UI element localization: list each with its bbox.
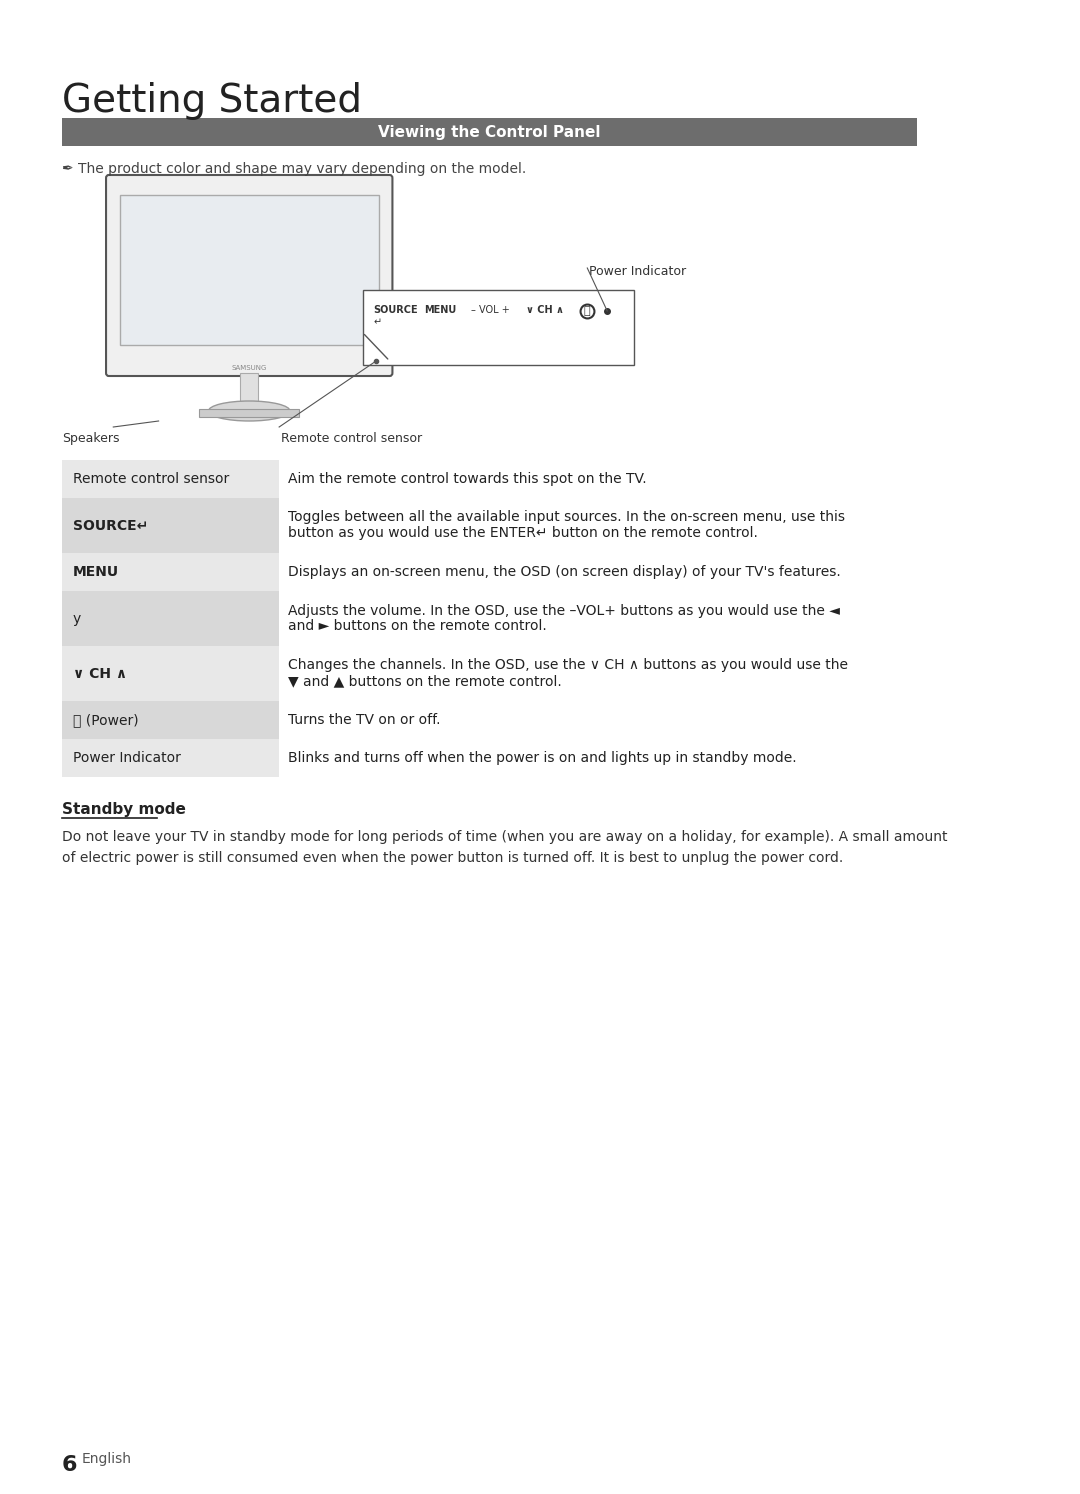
Text: ▼ and ▲ buttons on the remote control.: ▼ and ▲ buttons on the remote control.	[288, 674, 562, 689]
Text: Power Indicator: Power Indicator	[589, 264, 686, 278]
Text: – VOL +: – VOL +	[471, 305, 510, 315]
Text: Viewing the Control Panel: Viewing the Control Panel	[378, 124, 600, 139]
Text: and ► buttons on the remote control.: and ► buttons on the remote control.	[288, 620, 546, 633]
Text: English: English	[82, 1452, 132, 1466]
Text: Adjusts the volume. In the OSD, use the –VOL+ buttons as you would use the ◄: Adjusts the volume. In the OSD, use the …	[288, 604, 840, 617]
Text: Speakers: Speakers	[62, 432, 119, 445]
FancyBboxPatch shape	[106, 175, 392, 376]
Text: ⏻ (Power): ⏻ (Power)	[72, 713, 138, 728]
Text: ↵: ↵	[374, 317, 381, 327]
Bar	[120, 196, 379, 345]
Text: ✒ The product color and shape may vary depending on the model.: ✒ The product color and shape may vary d…	[62, 161, 526, 176]
Text: y: y	[72, 611, 81, 626]
Text: Aim the remote control towards this spot on the TV.: Aim the remote control towards this spot…	[288, 472, 647, 486]
Bar	[62, 118, 917, 146]
Bar	[62, 553, 279, 592]
Text: ∨ CH ∧: ∨ CH ∧	[72, 666, 126, 680]
Text: Remote control sensor: Remote control sensor	[281, 432, 422, 445]
Text: MENU: MENU	[72, 565, 119, 580]
Text: Power Indicator: Power Indicator	[72, 751, 180, 765]
Text: Standby mode: Standby mode	[62, 802, 186, 817]
Text: Displays an on-screen menu, the OSD (on screen display) of your TV's features.: Displays an on-screen menu, the OSD (on …	[288, 565, 841, 580]
Bar	[62, 740, 279, 777]
Bar	[62, 645, 279, 701]
Bar	[363, 290, 634, 365]
Text: ∨ CH ∧: ∨ CH ∧	[526, 305, 564, 315]
Text: button as you would use the ENTER↵ button on the remote control.: button as you would use the ENTER↵ butto…	[288, 526, 758, 541]
Bar	[240, 374, 258, 400]
Ellipse shape	[208, 400, 291, 421]
Text: Getting Started: Getting Started	[62, 82, 362, 120]
Text: SAMSUNG: SAMSUNG	[231, 365, 267, 371]
Text: Remote control sensor: Remote control sensor	[72, 472, 229, 486]
Bar	[200, 409, 299, 417]
Text: SOURCE↵: SOURCE↵	[72, 518, 148, 532]
Bar	[62, 701, 279, 740]
Text: 6: 6	[62, 1455, 77, 1475]
Text: MENU: MENU	[424, 305, 457, 315]
Bar	[62, 460, 279, 498]
Text: Blinks and turns off when the power is on and lights up in standby mode.: Blinks and turns off when the power is o…	[288, 751, 797, 765]
Bar	[62, 592, 279, 645]
Text: Changes the channels. In the OSD, use the ∨ CH ∧ buttons as you would use the: Changes the channels. In the OSD, use th…	[288, 659, 848, 672]
Text: Toggles between all the available input sources. In the on-screen menu, use this: Toggles between all the available input …	[288, 511, 846, 524]
Text: Do not leave your TV in standby mode for long periods of time (when you are away: Do not leave your TV in standby mode for…	[62, 831, 947, 865]
Text: Turns the TV on or off.: Turns the TV on or off.	[288, 713, 441, 728]
Bar	[62, 498, 279, 553]
Text: ⏻: ⏻	[584, 306, 591, 317]
Text: SOURCE: SOURCE	[374, 305, 418, 315]
